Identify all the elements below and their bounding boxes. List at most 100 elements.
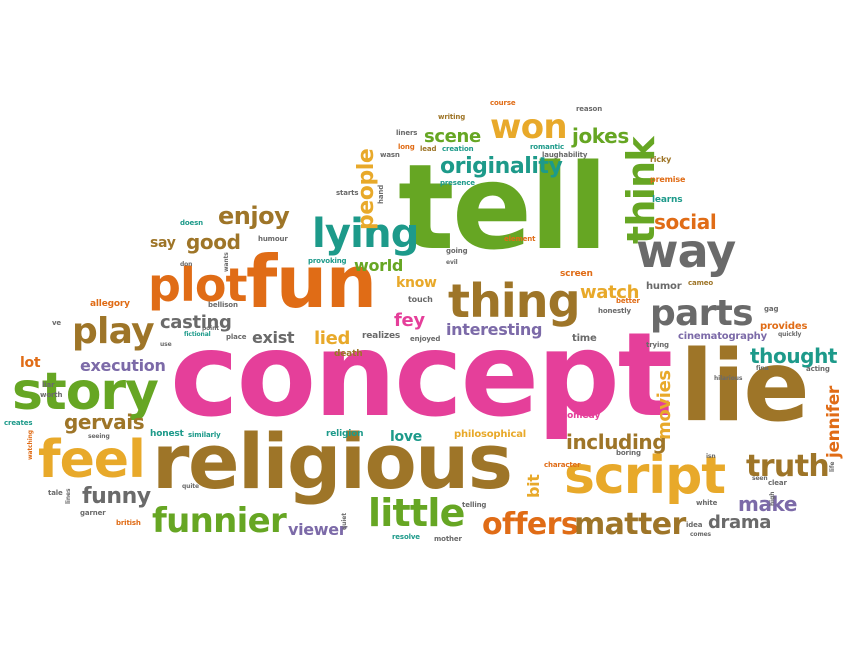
word-mother: mother bbox=[434, 535, 462, 543]
word-starts: starts bbox=[336, 189, 359, 197]
word-quiet: quiet bbox=[341, 513, 348, 530]
word-acting: acting bbox=[806, 365, 830, 373]
word-hilarious: hilarious bbox=[714, 375, 743, 382]
word-death: death bbox=[334, 349, 363, 359]
word-watch: watch bbox=[580, 282, 640, 303]
word-similarly: similarly bbox=[188, 431, 221, 439]
word-comes: comes bbox=[690, 531, 711, 538]
word-truth: truth bbox=[746, 449, 830, 484]
word-originality: originality bbox=[440, 154, 563, 179]
word-fictional: fictional bbox=[184, 331, 211, 338]
word-writing: writing bbox=[438, 113, 466, 121]
word-enjoyed: enjoyed bbox=[410, 335, 441, 343]
word-people: people bbox=[354, 148, 379, 230]
word-learns: learns bbox=[652, 195, 683, 205]
word-enjoy: enjoy bbox=[218, 202, 290, 230]
word-plot: plot bbox=[148, 258, 248, 312]
word-fun: fun bbox=[246, 240, 377, 324]
word-long: long bbox=[398, 143, 415, 151]
word-white: white bbox=[696, 499, 718, 507]
word-funny: funny bbox=[82, 484, 151, 509]
word-provides: provides bbox=[760, 321, 808, 332]
word-evil: evil bbox=[446, 259, 458, 266]
word-fey: fey bbox=[394, 310, 425, 331]
word-quite: quite bbox=[182, 483, 199, 490]
word-honest: honest bbox=[150, 429, 184, 439]
word-laughability: laughability bbox=[542, 151, 588, 159]
word-realizes: realizes bbox=[362, 331, 401, 341]
word-offers: offers bbox=[482, 507, 579, 542]
word-romantic: romantic bbox=[530, 143, 565, 151]
word-including: including bbox=[566, 430, 667, 454]
word-make: make bbox=[738, 492, 798, 516]
word-religious: religious bbox=[152, 417, 513, 506]
word-screen: screen bbox=[560, 269, 593, 279]
word-scene: scene bbox=[424, 126, 481, 147]
word-touch: touch bbox=[408, 295, 433, 304]
word-ricky: ricky bbox=[650, 155, 672, 164]
word-script: script bbox=[564, 446, 726, 506]
word-time: time bbox=[572, 333, 597, 344]
word-cinematography: cinematography bbox=[678, 331, 767, 342]
word-bellison: bellison bbox=[208, 301, 238, 309]
word-going: going bbox=[446, 247, 468, 255]
word-don: don bbox=[180, 261, 193, 268]
word-course: course bbox=[490, 99, 516, 107]
word-religion: religion bbox=[326, 429, 364, 439]
word-high: high bbox=[769, 491, 776, 506]
word-tale: tale bbox=[48, 489, 63, 497]
word-character: character bbox=[544, 461, 581, 469]
word-boring: boring bbox=[616, 449, 641, 457]
word-humour: humour bbox=[258, 235, 288, 243]
word-bit: bit bbox=[524, 474, 543, 498]
word-liar: liar bbox=[42, 381, 55, 389]
word-matter: matter bbox=[574, 507, 686, 542]
word-fina: fina bbox=[756, 365, 769, 372]
word-use: use bbox=[160, 341, 172, 348]
word-lied: lied bbox=[314, 328, 350, 349]
word-provoking: provoking bbox=[308, 257, 347, 265]
word-love: love bbox=[390, 429, 422, 445]
word-idea: idea bbox=[686, 521, 703, 529]
word-ve: ve bbox=[52, 319, 62, 327]
word-garner: garner bbox=[80, 509, 106, 517]
word-telling: telling bbox=[462, 501, 487, 509]
word-little: little bbox=[368, 491, 465, 535]
word-say: say bbox=[150, 235, 176, 251]
word-creation: creation bbox=[442, 145, 474, 153]
word-lines: lines bbox=[65, 488, 72, 504]
word-wasn: wasn bbox=[380, 151, 400, 159]
word-philosophical: philosophical bbox=[454, 429, 527, 440]
word-world: world bbox=[354, 256, 404, 275]
word-doesn: doesn bbox=[180, 219, 204, 227]
word-parts: parts bbox=[650, 293, 754, 334]
word-place: place bbox=[226, 333, 247, 341]
word-funnier: funnier bbox=[152, 501, 287, 541]
word-viewer: viewer bbox=[288, 520, 347, 539]
word-gervais: gervais bbox=[64, 410, 145, 434]
word-interesting: interesting bbox=[446, 320, 543, 339]
word-seeing: seeing bbox=[88, 433, 110, 440]
word-jokes: jokes bbox=[572, 124, 629, 148]
word-lead: lead bbox=[420, 145, 437, 153]
word-british: british bbox=[116, 519, 141, 527]
word-liners: liners bbox=[396, 129, 418, 137]
word-premise: premise bbox=[650, 175, 686, 184]
word-won: won bbox=[490, 107, 568, 147]
word-lie: lie bbox=[680, 330, 810, 444]
word-isn: isn bbox=[706, 453, 716, 460]
word-resolve: resolve bbox=[392, 533, 420, 541]
word-humor: humor bbox=[646, 281, 682, 292]
word-social: social bbox=[654, 210, 717, 234]
word-know: know bbox=[396, 275, 437, 291]
word-comedy: comedy bbox=[562, 411, 601, 421]
word-quickly: quickly bbox=[778, 331, 802, 338]
word-story: story bbox=[12, 362, 159, 422]
word-point: point bbox=[202, 325, 220, 332]
word-concept: concept bbox=[170, 308, 673, 443]
word-thing: thing bbox=[448, 274, 581, 328]
word-jennifer: jennifer bbox=[824, 386, 844, 458]
word-play: play bbox=[72, 311, 155, 352]
word-way: way bbox=[636, 224, 736, 278]
word-worth: worth bbox=[40, 391, 63, 399]
